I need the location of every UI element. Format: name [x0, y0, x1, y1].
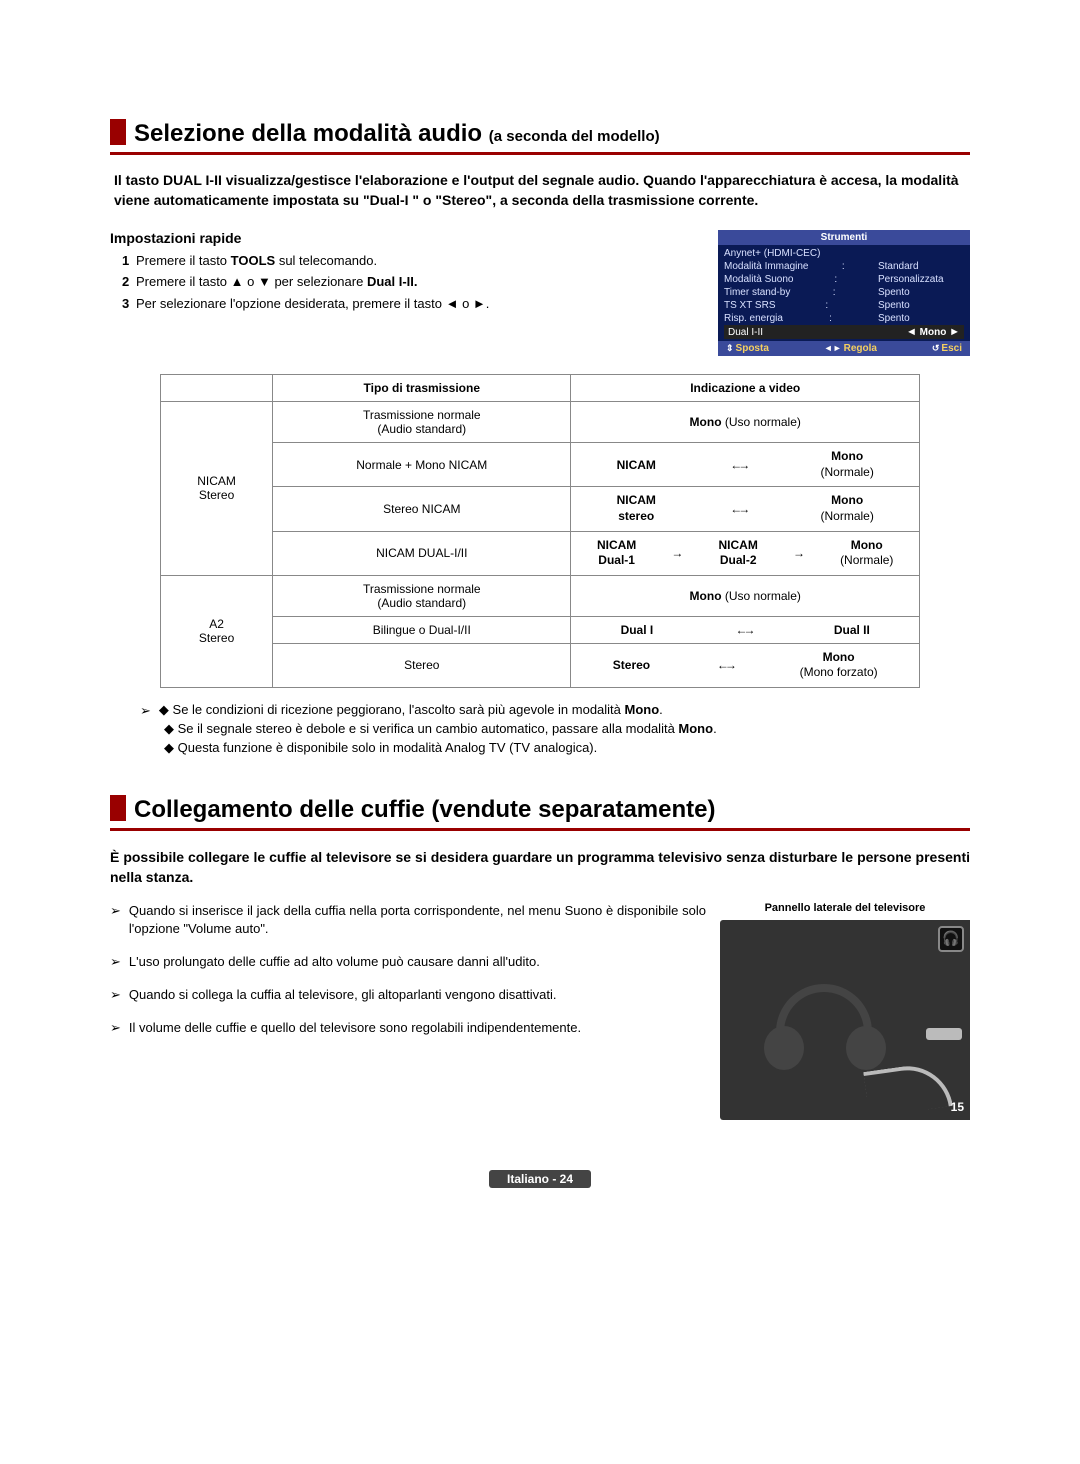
osd-row: TS XT SRS:Spento	[724, 299, 964, 312]
quick-step-1: 1Premere il tasto TOOLS sul telecomando.	[122, 252, 702, 270]
red-accent-bar	[110, 795, 126, 821]
osd-row: Modalità Immagine:Standard	[724, 260, 964, 273]
headphone-port-icon: 🎧	[938, 926, 964, 952]
section2-note: Il volume delle cuffie e quello del tele…	[110, 1019, 706, 1038]
cell: NICAM Mono(Normale)	[571, 443, 920, 487]
section1-notes: Se le condizioni di ricezione peggiorano…	[110, 702, 970, 756]
page-footer: Italiano - 24	[110, 1170, 970, 1188]
cell: Stereo Mono(Mono forzato)	[571, 643, 920, 687]
diamond-icon	[164, 740, 174, 755]
arrow-lr-icon	[717, 658, 733, 672]
group-a2: A2 Stereo	[161, 575, 273, 687]
osd-row: Risp. energia:Spento	[724, 312, 964, 325]
th-blank	[161, 375, 273, 402]
th-ind: Indicazione a video	[571, 375, 920, 402]
chevron-icon	[110, 902, 121, 940]
page-number-pill: Italiano - 24	[489, 1170, 591, 1188]
red-accent-bar	[110, 119, 126, 145]
cell: Stereo NICAM	[273, 487, 571, 531]
section2-note: L'uso prolungato delle cuffie ad alto vo…	[110, 953, 706, 972]
arrow-lr-icon	[736, 623, 752, 637]
tv-panel-label: Pannello laterale del televisore	[720, 902, 970, 914]
cell: NICAM stereo Mono(Normale)	[571, 487, 920, 531]
th-tipo: Tipo di trasmissione	[273, 375, 571, 402]
quick-settings-heading: Impostazioni rapide	[110, 230, 702, 246]
panel-badge: 15	[951, 1100, 964, 1114]
quick-settings-list: 1Premere il tasto TOOLS sul telecomando.…	[110, 252, 702, 313]
section2-title: Collegamento delle cuffie (vendute separ…	[134, 796, 715, 823]
quick-step-3: 3Per selezionare l'opzione desiderata, p…	[122, 295, 702, 313]
cell: NICAM DUAL-I/II	[273, 531, 571, 575]
quick-step-2: 2Premere il tasto ▲ o ▼ per selezionare …	[122, 273, 702, 291]
tv-side-panel: 🎧 15	[720, 920, 970, 1120]
cell: Trasmissione normale (Audio standard)	[273, 575, 571, 616]
cell: Dual I Dual II	[571, 616, 920, 643]
section1-title-sub: (a seconda del modello)	[489, 128, 660, 145]
cell: Mono (Uso normale)	[571, 575, 920, 616]
osd-footer: ⇕Sposta ◄►Regola ↺Esci	[718, 341, 970, 356]
osd-title: Strumenti	[718, 230, 970, 245]
diamond-icon	[159, 702, 169, 717]
group-nicam: NICAM Stereo	[161, 402, 273, 576]
arrow-r-icon	[793, 546, 805, 560]
chevron-icon	[140, 703, 151, 719]
osd-row: Timer stand-by:Spento	[724, 286, 964, 299]
section1-intro: Il tasto DUAL I-II visualizza/gestisce l…	[110, 171, 970, 210]
cell: NICAM Dual-1 NICAM Dual-2 Mono(Normale)	[571, 531, 920, 575]
osd-tools-box: Strumenti Anynet+ (HDMI-CEC) Modalità Im…	[718, 230, 970, 356]
diamond-icon	[164, 721, 174, 736]
audio-modes-table: Tipo di trasmissione Indicazione a video…	[160, 374, 920, 688]
osd-highlight-row: Dual I-II ◄ Mono ►	[724, 325, 964, 339]
arrow-r-icon	[671, 546, 683, 560]
chevron-icon	[110, 1019, 121, 1038]
chevron-icon	[110, 953, 121, 972]
cell: Stereo	[273, 643, 571, 687]
arrow-lr-icon	[730, 502, 746, 516]
osd-row: Anynet+ (HDMI-CEC)	[724, 247, 964, 260]
arrow-lr-icon	[730, 458, 746, 472]
section1-title-main: Selezione della modalità audio	[134, 120, 489, 147]
chevron-icon	[110, 986, 121, 1005]
headphones-illustration	[750, 984, 920, 1104]
section2-title-wrap: Collegamento delle cuffie (vendute separ…	[110, 796, 970, 831]
cell: Trasmissione normale (Audio standard)	[273, 402, 571, 443]
section2-note: Quando si collega la cuffia al televisor…	[110, 986, 706, 1005]
section1-title: Selezione della modalità audio (a second…	[110, 120, 970, 155]
section2-note: Quando si inserisce il jack della cuffia…	[110, 902, 706, 940]
cell: Bilingue o Dual-I/II	[273, 616, 571, 643]
osd-row: Modalità Suono:Personalizzata	[724, 273, 964, 286]
section2-intro: È possibile collegare le cuffie al telev…	[110, 847, 970, 888]
cell: Normale + Mono NICAM	[273, 443, 571, 487]
cell: Mono (Uso normale)	[571, 402, 920, 443]
